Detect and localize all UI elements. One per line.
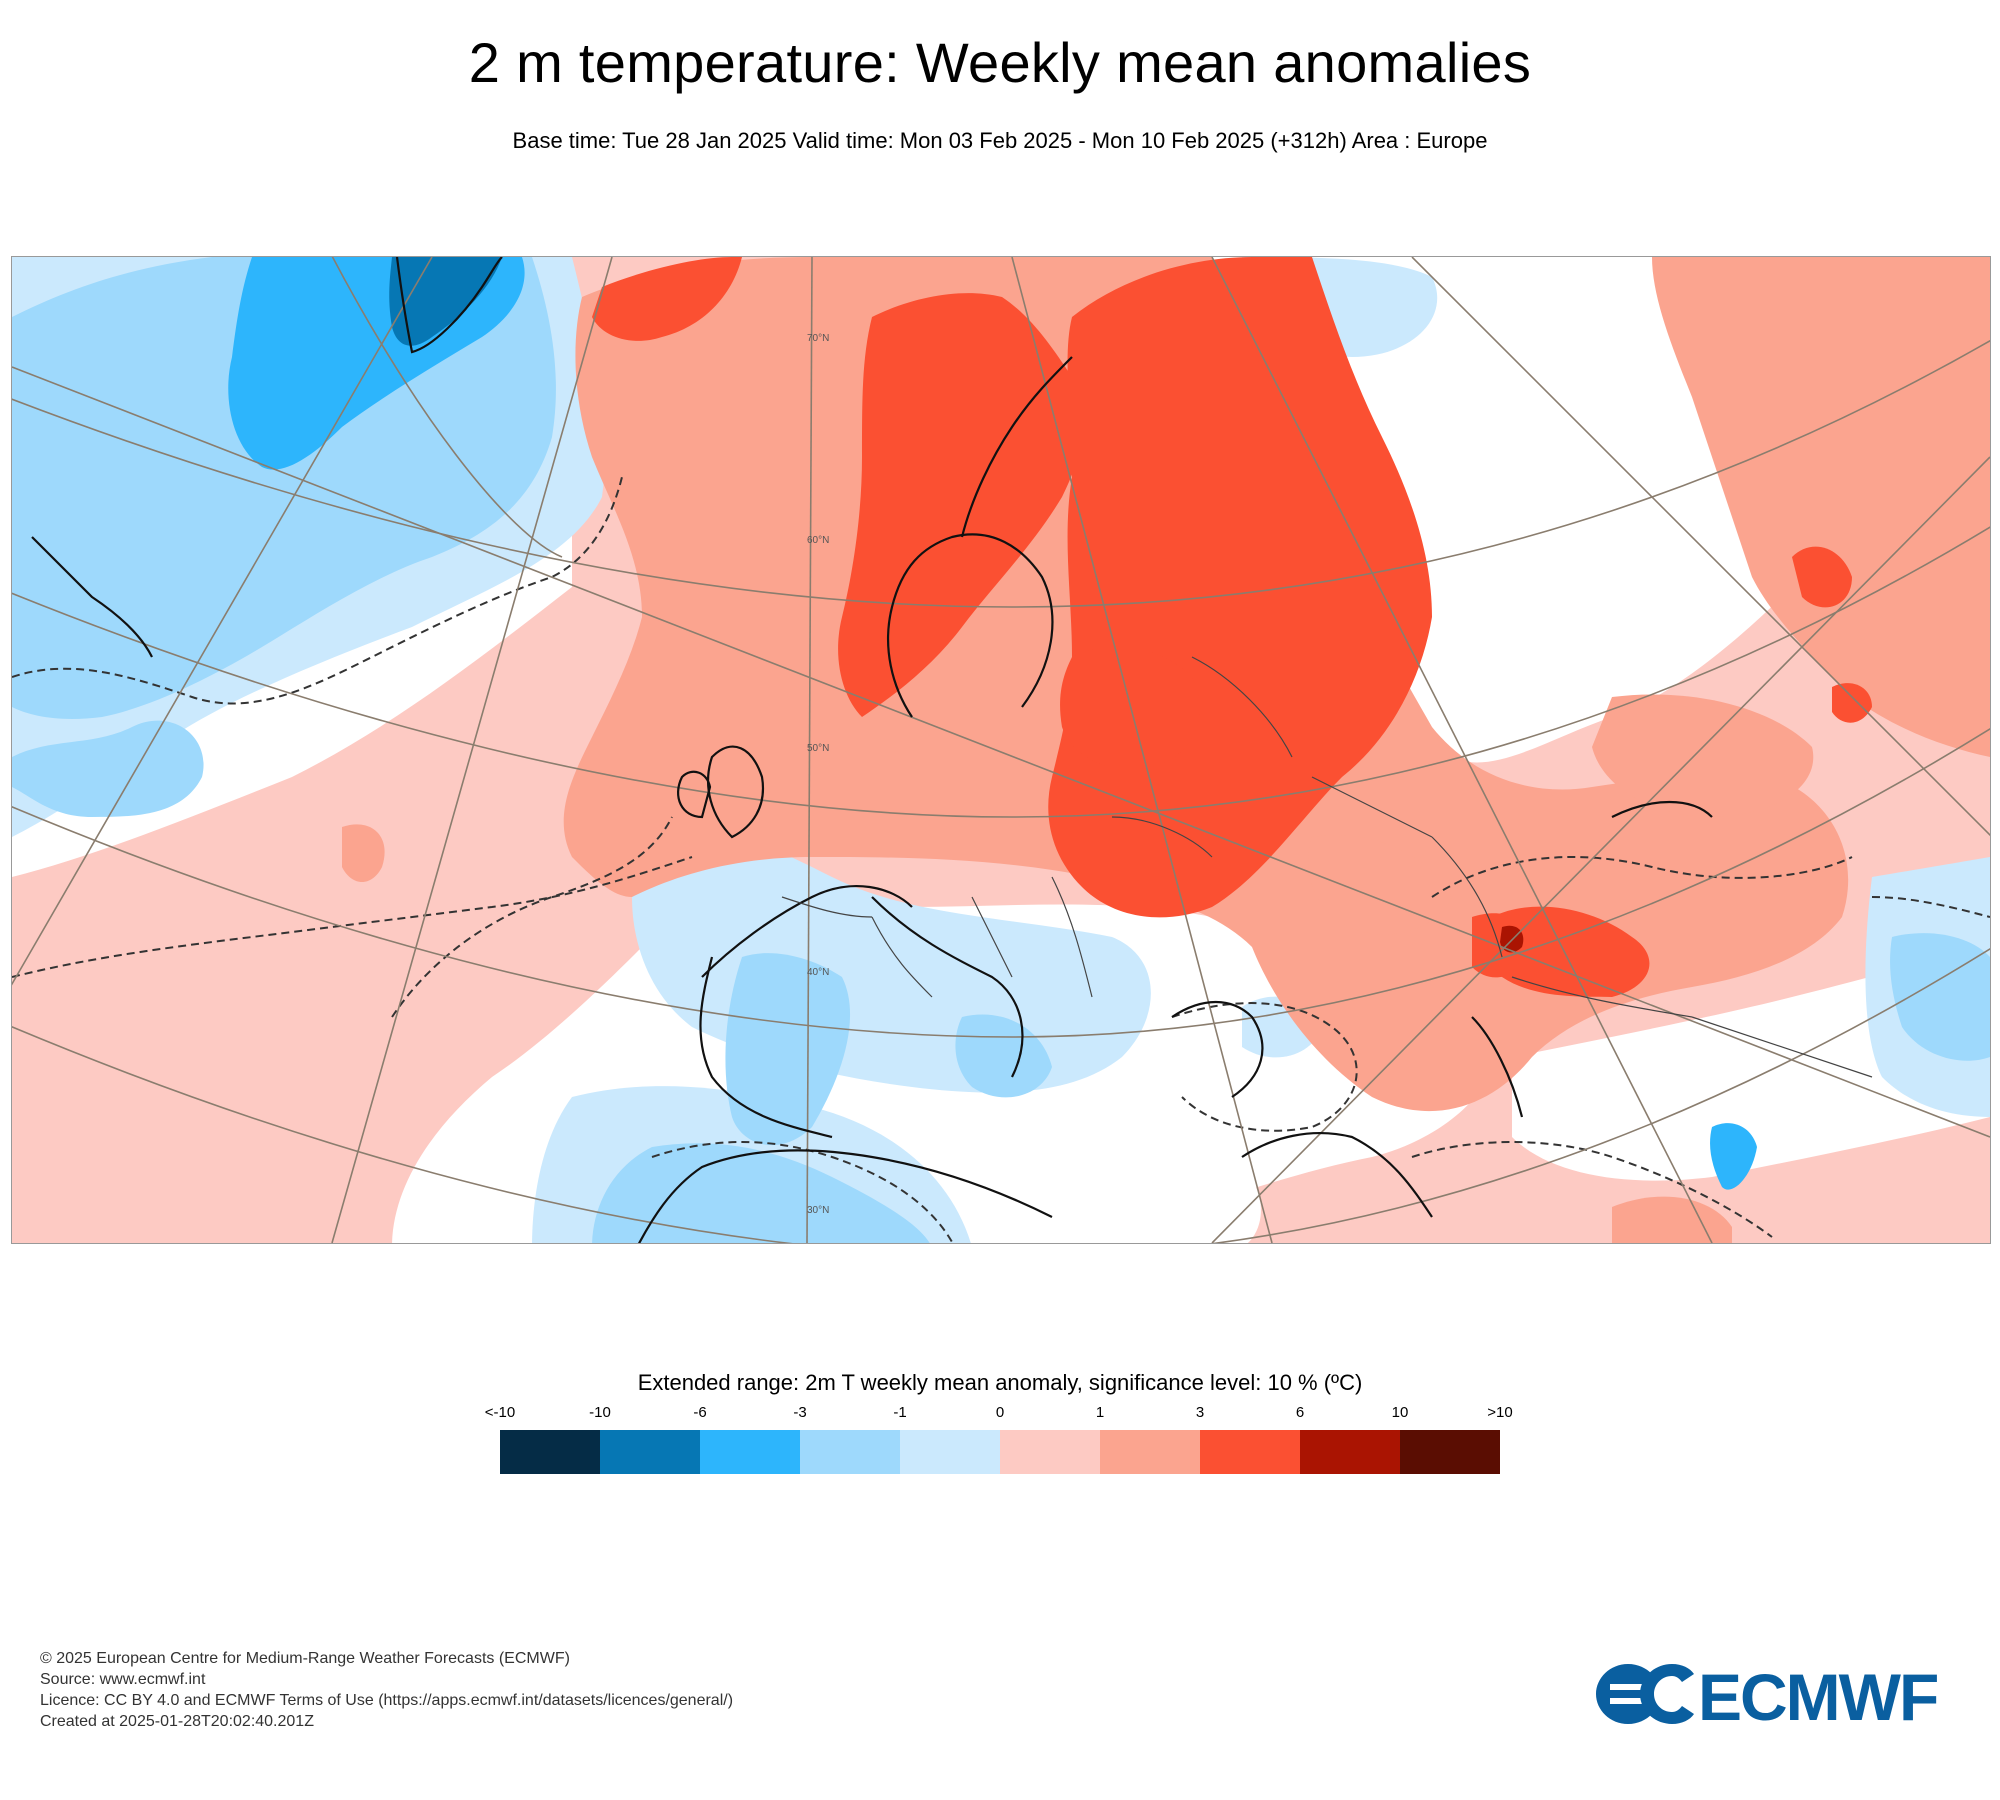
lat-label-70: 70°N — [807, 333, 829, 344]
significance-contours — [12, 476, 1990, 1243]
legend-swatch — [600, 1430, 700, 1474]
legend-tick: -10 — [589, 1404, 611, 1421]
footer-line: Created at 2025-01-28T20:02:40.201Z — [40, 1713, 314, 1730]
legend-color-bar — [500, 1430, 1500, 1474]
latitude-labels: 70°N 60°N 50°N 40°N 30°N — [807, 333, 829, 1216]
lat-label-60: 60°N — [807, 535, 829, 546]
legend-swatch — [1400, 1430, 1500, 1474]
chart-title: 2 m temperature: Weekly mean anomalies — [468, 31, 1532, 94]
ecmwf-logo-text: ECMWF — [1698, 1660, 1937, 1732]
legend-tick: -1 — [893, 1404, 907, 1421]
legend-tick: <-10 — [484, 1404, 516, 1421]
lat-label-40: 40°N — [807, 967, 829, 978]
lat-label-50: 50°N — [807, 743, 829, 754]
legend-swatch — [500, 1430, 600, 1474]
legend-swatch — [900, 1430, 1000, 1474]
footer-line: Licence: CC BY 4.0 and ECMWF Terms of Us… — [40, 1692, 734, 1709]
legend-tick: 0 — [995, 1404, 1005, 1421]
legend-swatch — [1100, 1430, 1200, 1474]
legend-tick: -3 — [793, 1404, 807, 1421]
legend-swatch — [1200, 1430, 1300, 1474]
ecmwf-logo-icon — [1596, 1664, 1694, 1724]
temperature-anomaly-map: 70°N 60°N 50°N 40°N 30°N — [11, 256, 1991, 1244]
graticule — [12, 257, 1990, 1243]
legend-tick: 1 — [1095, 1404, 1105, 1421]
footer-line: Source: www.ecmwf.int — [40, 1671, 206, 1688]
legend-tick: >10 — [1487, 1404, 1513, 1421]
anomaly-very-cold-regions — [389, 257, 502, 346]
ecmwf-logo: ECMWF — [1596, 1660, 1939, 1732]
country-borders — [781, 656, 1873, 1078]
legend-tick: 3 — [1195, 1404, 1205, 1421]
legend-tick: -6 — [693, 1404, 707, 1421]
legend-swatch — [800, 1430, 900, 1474]
lat-label-30: 30°N — [807, 1205, 829, 1216]
copyright-footer: © 2025 European Centre for Medium-Range … — [40, 1648, 733, 1732]
footer-line: © 2025 European Centre for Medium-Range … — [40, 1650, 570, 1667]
chart-subtitle: Base time: Tue 28 Jan 2025 Valid time: M… — [512, 128, 1488, 153]
legend-title: Extended range: 2m T weekly mean anomaly… — [637, 1370, 1363, 1395]
legend-swatch — [1300, 1430, 1400, 1474]
legend-swatch — [1000, 1430, 1100, 1474]
legend-tick: 6 — [1295, 1404, 1305, 1421]
anomaly-strong-warm-regions — [592, 257, 1872, 997]
coastlines — [31, 257, 1713, 1243]
legend-ticks: <-10 -10 -6 -3 -1 0 1 3 6 10 >10 — [0, 1404, 2000, 1424]
legend-swatch — [700, 1430, 800, 1474]
legend-tick: 10 — [1391, 1404, 1409, 1421]
